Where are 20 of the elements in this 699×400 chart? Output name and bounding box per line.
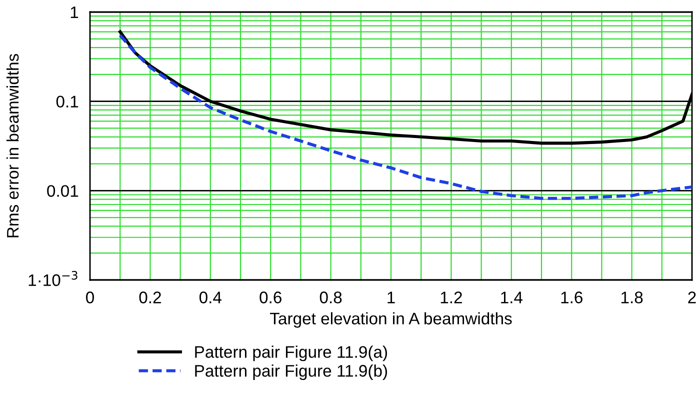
y-tick-label: 0.01 (47, 185, 78, 197)
line-series (118, 34, 692, 200)
y-tick-label: 1·10$^{−3}$ (28, 270, 78, 286)
x-axis-title: Target elevation in A beamwidths (270, 312, 512, 328)
legend-label: Pattern pair Figure 11.9(a) (195, 346, 388, 362)
x-tick-label: 1.8 (621, 292, 643, 304)
legend-label: Pattern pair Figure 11.9(b) (195, 364, 388, 380)
x-tick-label: 1.6 (561, 292, 582, 304)
x-tick-label: 0.6 (260, 292, 282, 304)
x-tick-label: 0.4 (199, 292, 222, 304)
x-tick-label: 0.2 (139, 292, 161, 304)
x-tick-label: 0.8 (320, 292, 342, 304)
y-axis-title: Rms error in beamwidths (6, 54, 19, 238)
y-tick-label: 1 (70, 6, 78, 18)
x-tick-label: 1.2 (440, 292, 462, 304)
x-tick-label: 1 (388, 292, 395, 304)
x-tick-label: 0 (86, 292, 94, 304)
x-tick-label: 2 (688, 292, 696, 304)
y-tick-label: 0.1 (56, 96, 78, 108)
x-tick-label: 1.4 (501, 292, 522, 304)
